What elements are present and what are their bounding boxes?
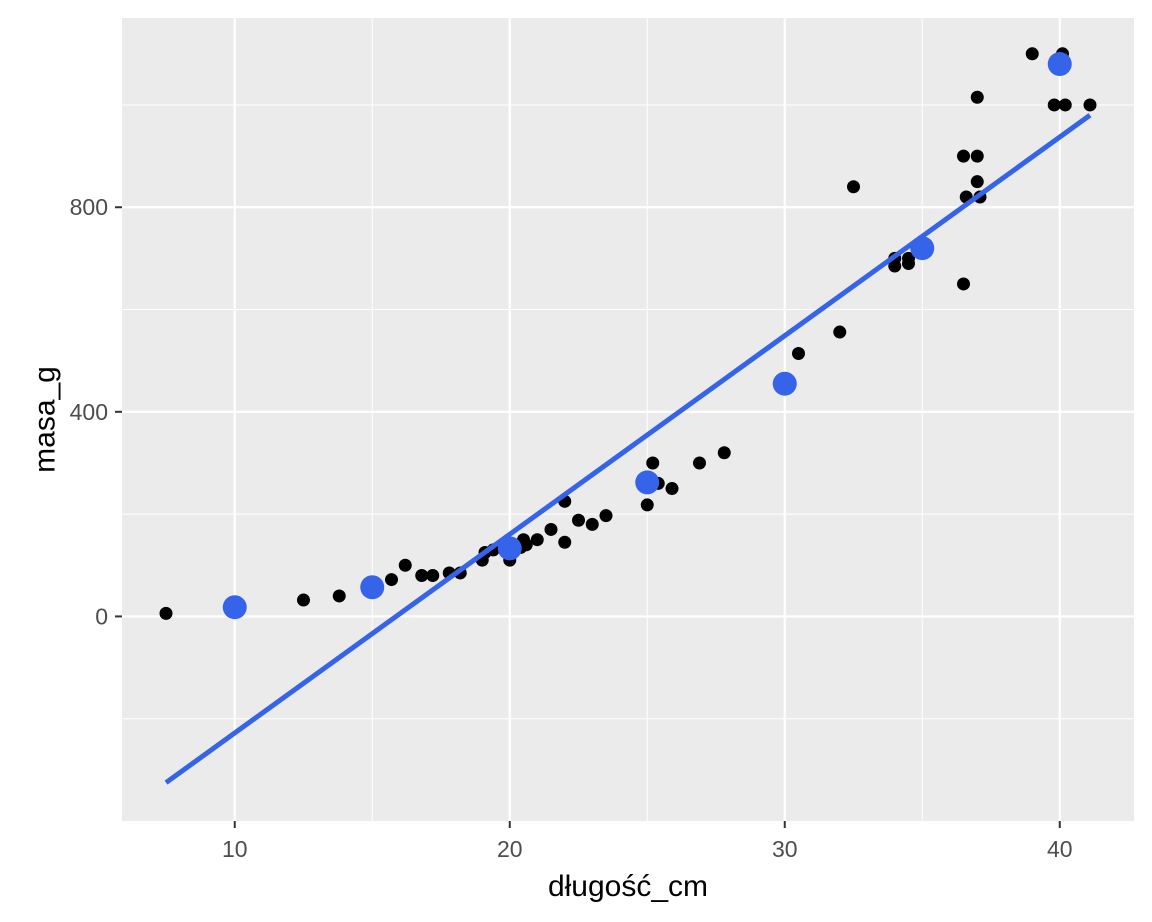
predicted-point (497, 536, 522, 561)
data-point (572, 513, 585, 527)
predicted-point (910, 236, 935, 261)
data-point (1083, 98, 1097, 112)
y-tick-label: 800 (70, 194, 108, 220)
x-axis-title: długość_cm (548, 870, 708, 903)
y-tick-label: 400 (70, 399, 108, 425)
data-point (717, 446, 731, 460)
data-point (519, 538, 533, 552)
predicted-point (1047, 52, 1072, 77)
minor-gridlines (122, 18, 1134, 821)
data-point (332, 589, 346, 603)
regression-line-path (164, 113, 1092, 785)
data-point (957, 149, 970, 163)
data-point (970, 90, 984, 104)
x-tick-label: 10 (222, 836, 248, 862)
data-point (640, 498, 654, 512)
predicted-point (222, 595, 247, 620)
y-axis-title: masa_g (29, 366, 62, 473)
observed-points (159, 47, 1097, 620)
data-point (159, 606, 173, 620)
predicted-point (635, 470, 660, 495)
data-point (585, 517, 599, 531)
data-point (902, 251, 915, 265)
data-point (970, 175, 984, 189)
data-point (646, 456, 660, 470)
x-tick-label: 20 (497, 836, 523, 862)
predicted-points (222, 52, 1072, 620)
data-point (558, 535, 572, 549)
data-point (970, 149, 984, 163)
x-axis-ticks: 10 20 30 40 (222, 821, 1073, 862)
plot-panel (122, 18, 1134, 821)
data-point (599, 509, 613, 523)
data-point (665, 482, 679, 496)
data-point (792, 347, 805, 361)
data-point (398, 558, 412, 572)
data-point (415, 568, 429, 582)
y-tick-label: 0 (95, 603, 108, 629)
data-point (957, 277, 970, 291)
data-point (693, 456, 706, 470)
x-tick-label: 40 (1047, 836, 1073, 862)
predicted-point (360, 575, 385, 600)
data-point (385, 573, 398, 587)
data-point (847, 180, 860, 194)
data-point (426, 568, 440, 582)
data-point (544, 522, 558, 536)
data-point (1025, 47, 1039, 61)
predicted-point (772, 371, 797, 396)
x-tick-label: 30 (772, 836, 798, 862)
regression-line (164, 113, 1092, 785)
data-point (1047, 98, 1061, 112)
data-point (530, 533, 544, 547)
data-point (297, 593, 310, 607)
y-axis-ticks: 0 400 800 (70, 194, 122, 629)
data-point (1058, 98, 1072, 112)
data-point (833, 325, 847, 339)
